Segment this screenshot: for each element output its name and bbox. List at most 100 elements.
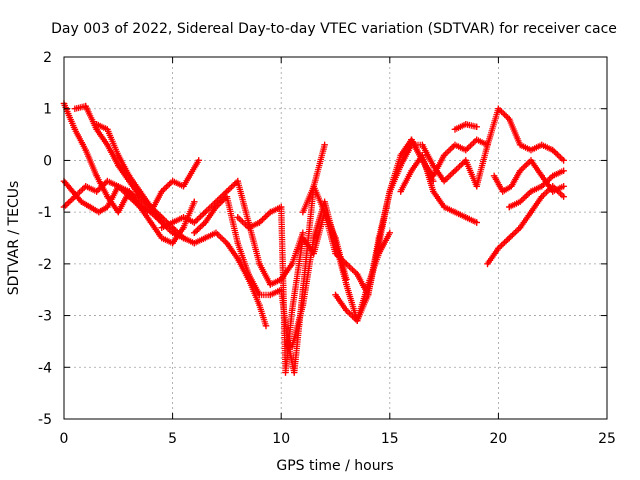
data-point — [343, 307, 350, 314]
data-point — [484, 260, 491, 268]
y-tick-labels: -5 -4 -3 -2 -1 0 1 2 — [38, 50, 52, 428]
data-point — [473, 136, 480, 143]
data-point — [234, 255, 241, 262]
data-point — [234, 177, 241, 185]
data-point — [299, 208, 307, 216]
y-tick-label: 2 — [43, 50, 52, 66]
data-point — [126, 193, 133, 200]
data-point — [508, 183, 515, 190]
series-track-14 — [451, 121, 480, 133]
marker-trail — [332, 141, 480, 324]
data-point — [490, 172, 498, 180]
data-point — [82, 183, 89, 190]
data-point — [354, 271, 361, 278]
data-point — [560, 193, 567, 200]
data-point — [440, 177, 448, 185]
data-point — [516, 198, 524, 205]
axis-ticks — [63, 56, 608, 420]
y-tick-label: -3 — [38, 309, 52, 325]
data-point — [267, 208, 274, 216]
data-point — [202, 208, 209, 216]
series-track-12 — [397, 152, 480, 226]
data-point — [419, 141, 426, 149]
data-point — [430, 172, 437, 180]
data-point — [169, 177, 176, 185]
data-point — [516, 224, 524, 231]
data-point — [495, 105, 502, 112]
data-point — [136, 188, 144, 195]
x-tick-labels: 0 5 10 15 20 25 — [60, 431, 616, 447]
data-markers — [60, 100, 567, 376]
data-point — [104, 141, 111, 149]
data-point — [332, 291, 339, 299]
x-tick-label: 25 — [598, 431, 616, 447]
data-point — [473, 123, 480, 130]
data-point — [343, 281, 350, 288]
data-point — [288, 307, 296, 314]
data-point — [354, 317, 361, 324]
data-point — [195, 157, 202, 164]
data-point — [408, 136, 415, 143]
y-tick-label: -5 — [38, 412, 52, 428]
y-tick-label: 0 — [43, 153, 52, 169]
data-point — [158, 234, 165, 242]
data-point — [169, 229, 176, 236]
x-tick-label: 0 — [60, 431, 69, 447]
data-point — [451, 126, 459, 133]
data-point — [321, 141, 328, 149]
data-point — [262, 322, 270, 330]
data-point — [310, 183, 317, 190]
data-point — [499, 188, 506, 195]
data-point — [180, 224, 187, 231]
data-point — [288, 260, 296, 268]
data-point — [549, 172, 556, 180]
y-tick-label: -1 — [38, 205, 52, 221]
data-point — [462, 157, 469, 164]
series-track-15 — [473, 105, 567, 190]
data-point — [516, 167, 524, 174]
data-point — [343, 260, 350, 268]
data-point — [440, 152, 448, 159]
data-point — [71, 193, 79, 200]
data-point — [282, 369, 289, 376]
data-point — [256, 302, 263, 309]
data-point — [202, 234, 209, 242]
data-point — [212, 229, 220, 236]
data-point — [462, 121, 469, 128]
data-point — [256, 260, 263, 268]
data-point — [538, 172, 545, 180]
y-tick-label: -2 — [38, 257, 52, 273]
plot-frame — [63, 56, 608, 420]
data-point — [71, 126, 79, 133]
data-point — [375, 234, 383, 242]
data-point — [191, 229, 198, 236]
data-point — [104, 193, 111, 200]
data-point — [245, 271, 252, 278]
data-point — [527, 157, 535, 164]
data-point — [288, 343, 296, 350]
data-point — [147, 203, 155, 211]
data-point — [473, 219, 480, 226]
data-point — [386, 229, 393, 236]
data-point — [527, 146, 535, 154]
x-axis-label: GPS time / hours — [276, 458, 393, 474]
data-point — [506, 115, 513, 123]
y-axis-label: SDTVAR / TECUs — [6, 181, 22, 296]
data-point — [451, 208, 459, 216]
data-point — [104, 177, 111, 185]
x-tick-label: 20 — [489, 431, 507, 447]
data-point — [82, 146, 89, 154]
data-point — [397, 188, 404, 195]
data-point — [191, 219, 198, 226]
data-point — [93, 121, 100, 128]
data-point — [256, 291, 263, 299]
data-point — [560, 167, 567, 174]
series-track-11 — [332, 141, 480, 324]
data-point — [126, 172, 133, 180]
series-track-13 — [408, 136, 491, 180]
data-point — [191, 240, 198, 247]
data-point — [267, 291, 274, 299]
data-point — [69, 188, 76, 195]
data-point — [408, 167, 415, 174]
data-point — [212, 203, 220, 211]
